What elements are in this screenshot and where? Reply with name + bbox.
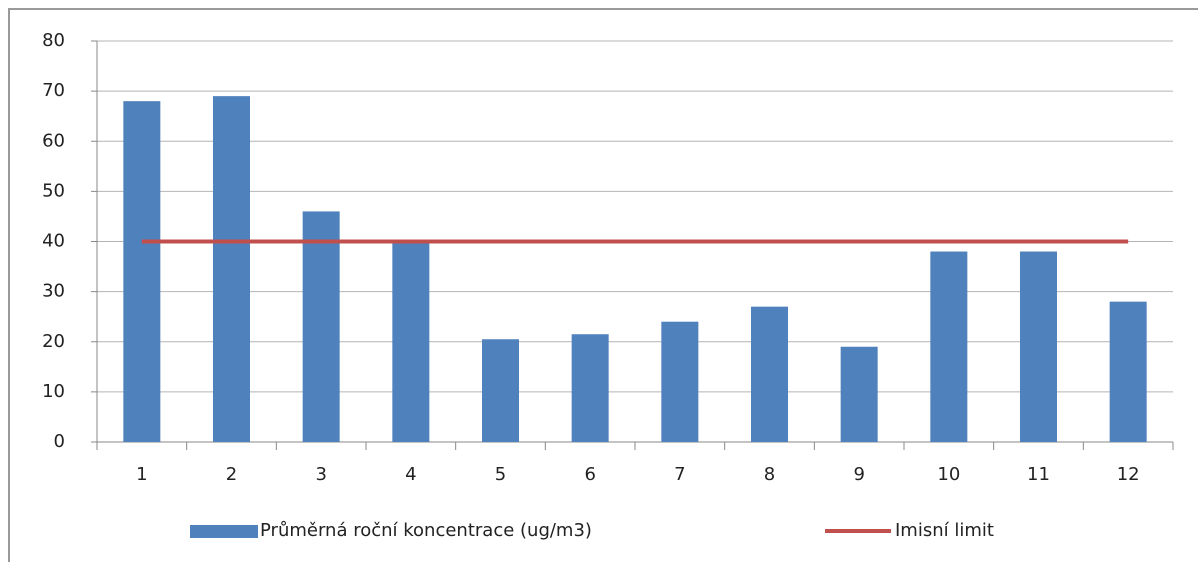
chart-frame [8, 8, 1198, 562]
y-tick-label: 0 [54, 431, 65, 452]
x-tick-label: 1 [136, 464, 147, 485]
x-tick-label: 9 [853, 464, 864, 485]
x-tick-label: 7 [674, 464, 685, 485]
legend-label: Imisní limit [895, 520, 994, 541]
y-tick-label: 70 [42, 80, 65, 101]
bar [751, 306, 788, 442]
y-tick-label: 60 [42, 130, 65, 151]
x-tick-label: 5 [495, 464, 506, 485]
bar [930, 251, 968, 442]
legend-swatch [190, 525, 258, 538]
x-tick-label: 6 [584, 464, 595, 485]
x-tick-label: 8 [764, 464, 775, 485]
bar [1020, 251, 1057, 442]
y-tick-label: 50 [42, 180, 65, 201]
bar [571, 334, 609, 442]
bar [392, 241, 430, 442]
y-tick-label: 30 [42, 281, 65, 302]
bar [661, 321, 699, 442]
y-tick-label: 80 [42, 30, 65, 51]
bar [1109, 301, 1147, 442]
bar [213, 96, 250, 442]
x-tick-label: 3 [315, 464, 326, 485]
x-tick-label: 11 [1027, 464, 1050, 485]
legend-label: Průměrná roční koncentrace (ug/m3) [260, 520, 592, 541]
x-tick-label: 10 [937, 464, 960, 485]
y-tick-label: 40 [42, 231, 65, 252]
y-tick-label: 20 [42, 331, 65, 352]
bar [123, 101, 161, 443]
x-tick-label: 4 [405, 464, 416, 485]
x-tick-label: 2 [226, 464, 237, 485]
bar [840, 346, 878, 442]
bar [302, 211, 340, 442]
x-tick-label: 12 [1117, 464, 1140, 485]
y-tick-label: 10 [42, 381, 65, 402]
bar [482, 339, 519, 442]
